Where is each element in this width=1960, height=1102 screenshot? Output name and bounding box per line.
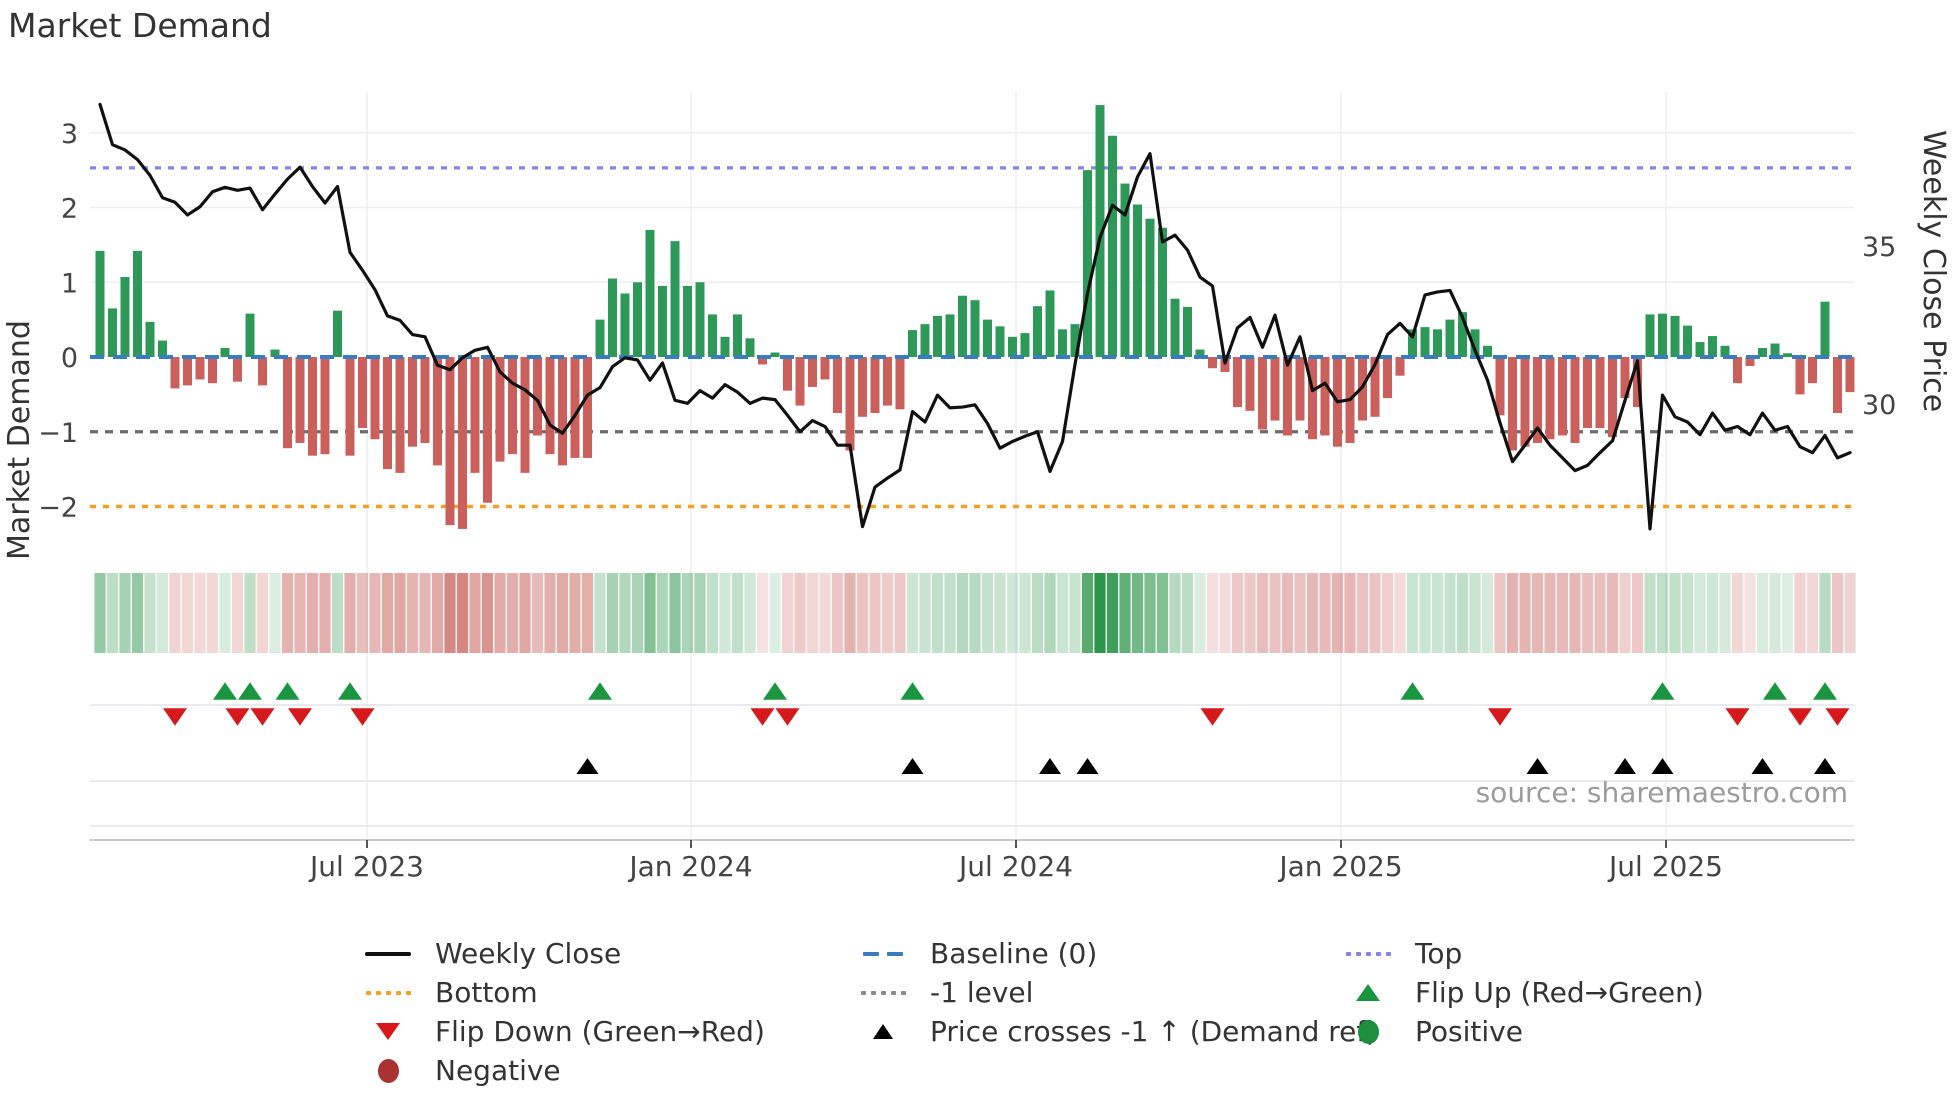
heat-strip bbox=[94, 573, 1856, 653]
legend-label: Weekly Close bbox=[435, 937, 622, 970]
red-triangle-down-icon bbox=[363, 1023, 413, 1040]
legend-column-1: Weekly Close Bottom Flip Down (Green→Red… bbox=[363, 934, 765, 1090]
price-cross-markers bbox=[576, 758, 1836, 774]
black-triangle-up-icon bbox=[858, 1024, 908, 1039]
legend-item-flip-down: Flip Down (Green→Red) bbox=[363, 1012, 765, 1051]
legend-column-3: Top Flip Up (Red→Green) Positive bbox=[1343, 934, 1704, 1051]
svg-text:35: 35 bbox=[1862, 232, 1896, 263]
price-line bbox=[98, 102, 1852, 531]
green-circle-icon bbox=[1343, 1019, 1393, 1044]
flip-up-markers bbox=[213, 682, 1837, 700]
legend-item-bottom: Bottom bbox=[363, 973, 765, 1012]
legend-column-2: Baseline (0) -1 level Price crosses -1 ↑… bbox=[858, 934, 1377, 1051]
legend-label: Positive bbox=[1415, 1015, 1523, 1048]
svg-text:0: 0 bbox=[61, 343, 78, 374]
weekly-close-line bbox=[98, 102, 1852, 531]
page-title: Market Demand bbox=[8, 6, 272, 45]
legend-item-negative: Negative bbox=[363, 1051, 765, 1090]
legend-item-weekly-close: Weekly Close bbox=[363, 934, 765, 973]
legend-item-baseline: Baseline (0) bbox=[858, 934, 1377, 973]
legend-label: Flip Down (Green→Red) bbox=[435, 1015, 765, 1048]
legend: Weekly Close Bottom Flip Down (Green→Red… bbox=[0, 934, 1960, 1094]
svg-text:30: 30 bbox=[1862, 390, 1896, 421]
legend-label: Bottom bbox=[435, 976, 538, 1009]
legend-item-price-crosses: Price crosses -1 ↑ (Demand ref) bbox=[858, 1012, 1377, 1051]
gridlines bbox=[90, 92, 1854, 840]
orange-dotted-line-icon bbox=[363, 990, 413, 995]
legend-item-minus-one-level: -1 level bbox=[858, 973, 1377, 1012]
gray-dotted-line-icon bbox=[858, 990, 908, 995]
flip-down-markers bbox=[163, 708, 1850, 726]
right-axis-label: Weekly Close Price bbox=[1916, 130, 1951, 413]
svg-text:Jan 2025: Jan 2025 bbox=[1277, 850, 1402, 883]
green-triangle-up-icon bbox=[1343, 984, 1393, 1001]
legend-item-flip-up: Flip Up (Red→Green) bbox=[1343, 973, 1704, 1012]
svg-text:Jan 2024: Jan 2024 bbox=[627, 850, 752, 883]
svg-text:Jul 2024: Jul 2024 bbox=[957, 850, 1073, 883]
darkred-circle-icon bbox=[363, 1058, 413, 1083]
svg-text:Jul 2023: Jul 2023 bbox=[308, 850, 424, 883]
source-credit: source: sharemaestro.com bbox=[1475, 776, 1848, 809]
legend-label: -1 level bbox=[930, 976, 1034, 1009]
blue-dashed-line-icon bbox=[858, 951, 908, 956]
svg-text:2: 2 bbox=[61, 194, 78, 225]
svg-text:Jul 2025: Jul 2025 bbox=[1607, 850, 1723, 883]
legend-label: Price crosses -1 ↑ (Demand ref) bbox=[930, 1015, 1378, 1048]
svg-text:−1: −1 bbox=[38, 418, 78, 449]
purple-dotted-line-icon bbox=[1343, 951, 1393, 956]
legend-label: Flip Up (Red→Green) bbox=[1415, 976, 1704, 1009]
black-line-icon bbox=[363, 951, 413, 956]
legend-label: Baseline (0) bbox=[930, 937, 1098, 970]
svg-text:1: 1 bbox=[61, 268, 78, 299]
legend-label: Top bbox=[1415, 937, 1463, 970]
marker-panel bbox=[90, 704, 1854, 848]
legend-label: Negative bbox=[435, 1054, 561, 1087]
svg-text:3: 3 bbox=[61, 119, 78, 150]
legend-item-positive: Positive bbox=[1343, 1012, 1704, 1051]
legend-item-top: Top bbox=[1343, 934, 1704, 973]
tick-labels: Jul 2023 Jan 2024 Jul 2024 Jan 2025 Jul 2025… bbox=[38, 119, 1896, 883]
svg-text:−2: −2 bbox=[38, 493, 78, 524]
demand-bars bbox=[95, 105, 1855, 529]
